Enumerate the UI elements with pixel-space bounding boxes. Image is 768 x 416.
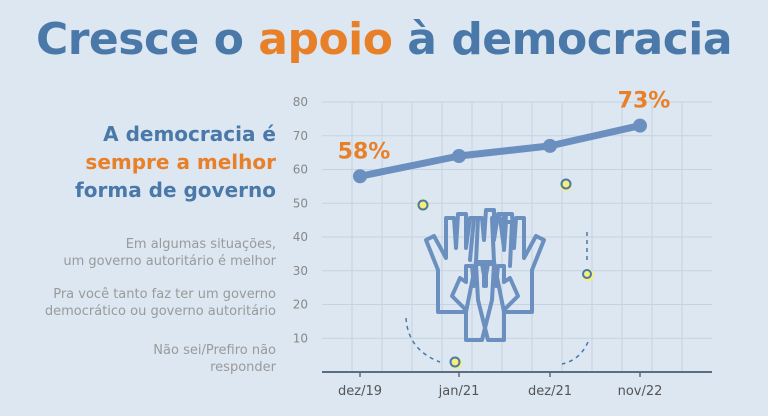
option-authoritarian: Em algumas situações, um governo autorit… [63,236,276,270]
y-tick-label: 40 [293,230,308,244]
option-dont-know: Não sei/Prefiro não responder [153,342,276,376]
x-tick-label: jan/21 [438,384,480,399]
y-tick-label: 30 [293,264,308,278]
data-labels: 58% 73% [338,89,671,165]
data-point [353,169,367,184]
y-tick-label: 80 [293,95,308,109]
y-tick-label: 70 [293,129,308,143]
series-statement: A democracia é sempre a melhor forma de … [75,120,276,204]
series-line [356,122,644,180]
x-tick-label: dez/19 [338,384,382,399]
data-point [452,149,466,163]
data-label: 73% [618,89,671,114]
data-point [543,138,557,153]
series-democracy [353,118,647,184]
option-dont-know-line2: responder [210,360,276,375]
title-part2: à democracia [392,14,733,65]
y-tick-label: 10 [293,331,308,345]
data-point [633,118,647,133]
decorative-dots [405,178,594,369]
x-axis-ticks: dez/19 jan/21 dez/21 nov/22 [338,372,662,399]
option-authoritarian-line2: um governo autoritário é melhor [63,254,276,269]
option-indifferent-line2: democrático ou governo autoritário [44,304,276,319]
y-tick-label: 50 [293,196,308,210]
y-axis-ticks: 10 20 30 40 50 60 70 80 [293,95,308,345]
y-tick-label: 20 [293,298,308,312]
option-indifferent: Pra você tanto faz ter um governo democr… [45,286,276,320]
option-indifferent-line1: Pra você tanto faz ter um governo [53,287,276,302]
raised-hands-icon [424,208,546,342]
statement-line2: sempre a melhor [85,150,276,174]
page-title: Cresce o apoio à democracia [0,14,768,65]
statement-line3: forma de governo [75,178,276,202]
x-tick-label: nov/22 [618,384,663,399]
option-authoritarian-line1: Em algumas situações, [125,237,276,252]
x-tick-label: dez/21 [528,384,572,399]
option-dont-know-line1: Não sei/Prefiro não [153,343,276,358]
title-part1: Cresce o [35,14,259,65]
chart-grid [322,101,712,372]
y-tick-label: 60 [293,163,308,177]
statement-line1: A democracia é [103,122,276,146]
title-highlight: apoio [258,14,393,65]
data-label: 58% [338,139,391,164]
